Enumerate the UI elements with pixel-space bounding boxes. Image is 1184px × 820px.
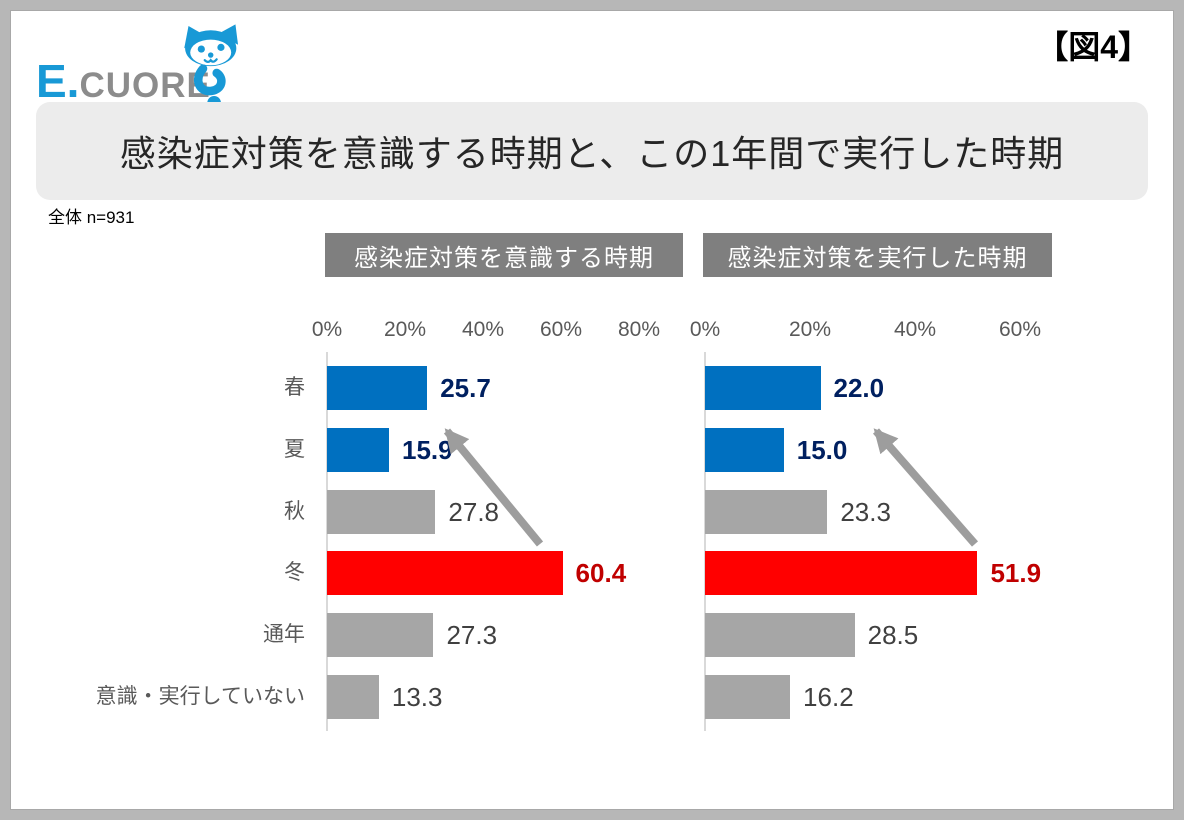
category-label: 冬 (284, 561, 305, 584)
bar (705, 490, 828, 534)
x-axis-tick-label: 0% (311, 318, 343, 341)
bar (705, 675, 791, 719)
bar (705, 551, 978, 595)
figure-label: 【図4】 (1036, 29, 1150, 65)
bar (327, 613, 434, 657)
bar-value-label: 25.7 (440, 373, 491, 403)
bar (327, 551, 563, 595)
brand-logo: E.CUORE (36, 24, 256, 110)
bar-value-label: 27.3 (446, 620, 498, 650)
category-label: 意識・実行していない (95, 685, 305, 708)
title-banner: 感染症対策を意識する時期と、この1年間で実行した時期 (36, 102, 1148, 200)
x-axis-tick-label: 80% (617, 318, 661, 341)
category-label: 通年 (263, 623, 305, 646)
chart-header-awareness: 感染症対策を意識する時期 (325, 233, 683, 277)
bar (327, 428, 389, 472)
x-axis-tick-label: 60% (539, 318, 583, 341)
bar-value-label: 23.3 (840, 497, 891, 527)
logo-text-primary: E. (36, 55, 80, 107)
bar (327, 366, 428, 410)
bar (705, 428, 784, 472)
logo-text-secondary: CUORE (79, 66, 211, 105)
x-axis-tick-label: 20% (788, 318, 832, 341)
bar (327, 675, 379, 719)
bar (327, 490, 436, 534)
bar-value-label: 16.2 (803, 682, 854, 712)
x-axis-tick-label: 20% (383, 318, 427, 341)
y-axis-line (704, 352, 706, 731)
bar-value-label: 13.3 (391, 682, 443, 712)
bar-value-label: 22.0 (833, 373, 885, 403)
bar-value-label: 27.8 (448, 497, 500, 527)
logo-text: E.CUORE (36, 54, 211, 108)
cat-question-mark-icon (184, 24, 239, 110)
bar-value-label: 15.9 (402, 435, 453, 465)
bar-value-label: 15.0 (796, 435, 848, 465)
bar-value-label: 51.9 (990, 558, 1042, 588)
x-axis-tick-label: 60% (998, 318, 1042, 341)
bar-value-label: 60.4 (575, 558, 627, 588)
sample-size-note: 全体 n=931 (48, 208, 135, 227)
chart-header-action: 感染症対策を実行した時期 (703, 233, 1052, 277)
x-axis-tick-label: 0% (689, 318, 721, 341)
category-label: 秋 (284, 500, 305, 523)
category-label: 春 (284, 376, 305, 399)
category-label: 夏 (284, 438, 305, 461)
y-axis-line (326, 352, 328, 731)
x-axis-tick-label: 40% (893, 318, 937, 341)
bar (705, 366, 821, 410)
bar-value-label: 28.5 (867, 620, 919, 650)
x-axis-tick-label: 40% (461, 318, 505, 341)
bar (705, 613, 855, 657)
page-title: 感染症対策を意識する時期と、この1年間で実行した時期 (119, 133, 1065, 174)
